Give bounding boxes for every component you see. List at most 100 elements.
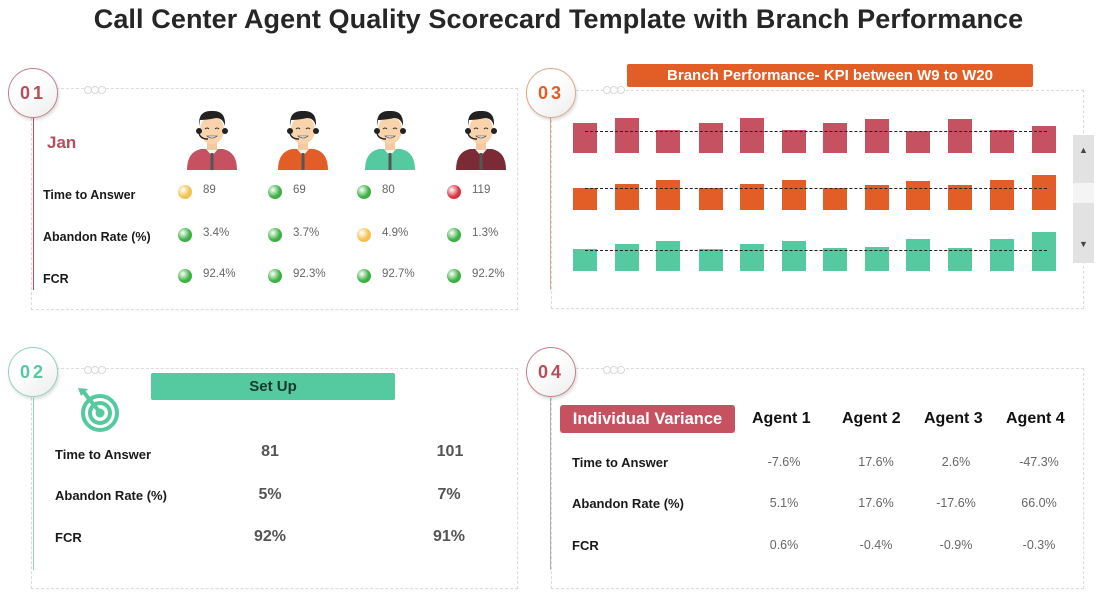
column-agent-3: Agent 3	[924, 410, 983, 427]
setup-value: 5%	[258, 486, 282, 503]
chart-bar	[823, 123, 847, 153]
status-dot-green	[178, 269, 192, 283]
metric-value: 92.2%	[472, 268, 505, 280]
chart-bar	[573, 188, 597, 210]
chart-bar	[615, 244, 639, 271]
metric-value: 80	[382, 184, 395, 196]
chart-bar	[1032, 175, 1056, 210]
p4-label-fcr: FCR	[572, 538, 599, 553]
variance-value: -47.3%	[1019, 455, 1059, 469]
status-dot-yellow	[357, 228, 371, 242]
page-title: Call Center Agent Quality Scorecard Temp…	[93, 4, 1024, 34]
chart-bar	[948, 185, 972, 210]
agent-green-icon	[361, 106, 419, 170]
panel3-connector-line	[550, 118, 551, 290]
branch-performance-title: Branch Performance- KPI between W9 to W2…	[627, 64, 1033, 87]
metric-value: 4.9%	[382, 227, 409, 239]
chart-bar	[656, 130, 680, 153]
metric-value: 92.4%	[203, 268, 236, 280]
status-dot-green	[178, 228, 192, 242]
status-dot-green	[357, 269, 371, 283]
p2-label-time-to-answer: Time to Answer	[55, 447, 152, 462]
variance-value: 2.6%	[941, 455, 971, 469]
chart-bar	[573, 249, 597, 271]
chart-bar	[699, 123, 723, 153]
variance-value: -0.9%	[939, 538, 973, 552]
agent-orange-icon	[274, 106, 332, 170]
variance-value: 66.0%	[1021, 496, 1057, 510]
p2-label-abandon-rate: Abandon Rate (%)	[55, 488, 167, 503]
chart-bar	[656, 180, 680, 210]
metric-value: 69	[293, 184, 306, 196]
chart-bar	[948, 248, 972, 271]
p4-label-time-to-answer: Time to Answer	[572, 455, 669, 470]
metric-value: 92.3%	[293, 268, 326, 280]
variance-value: 0.6%	[769, 538, 799, 552]
p1-label-fcr: FCR	[43, 272, 69, 286]
agent-maroon-icon	[452, 106, 510, 170]
chart-bar	[740, 118, 764, 153]
chart-bar	[1032, 232, 1056, 271]
metric-value: 3.7%	[293, 227, 320, 239]
metric-value: 92.7%	[382, 268, 415, 280]
chart-bar	[865, 247, 889, 271]
variance-value: 17.6%	[858, 496, 894, 510]
status-dot-red	[447, 185, 461, 199]
chart-scrollbar[interactable]: ▲ ▼	[1073, 135, 1094, 263]
panel2-number-badge: 02	[8, 347, 58, 397]
scroll-up-icon[interactable]: ▲	[1079, 145, 1088, 155]
setup-value: 7%	[437, 486, 461, 503]
chart-bar	[823, 248, 847, 271]
panel3-dots	[603, 86, 625, 94]
p1-label-abandon-rate: Abandon Rate (%)	[43, 230, 151, 244]
variance-value: 5.1%	[769, 496, 799, 510]
panel2-dots	[84, 366, 106, 374]
panel4-connector-line	[550, 398, 551, 570]
p2-label-fcr: FCR	[55, 530, 82, 545]
chart-bar	[699, 249, 723, 271]
panel4-dots	[603, 366, 625, 374]
chart-bar	[948, 119, 972, 153]
metric-value: 89	[203, 184, 216, 196]
scroll-thumb[interactable]	[1073, 183, 1094, 203]
p1-label-time-to-answer: Time to Answer	[43, 188, 136, 202]
variance-value: -0.3%	[1022, 538, 1056, 552]
chart-bar	[990, 239, 1014, 271]
agent-red-icon	[183, 106, 241, 170]
setup-value: 91%	[432, 528, 466, 545]
setup-value: 101	[436, 443, 464, 460]
metric-value: 1.3%	[472, 227, 499, 239]
panel2-connector-line	[33, 398, 34, 570]
panel-setup	[31, 368, 518, 589]
scroll-down-icon[interactable]: ▼	[1079, 239, 1088, 249]
chart-bar	[740, 244, 764, 271]
status-dot-green	[447, 269, 461, 283]
target-icon	[76, 386, 126, 432]
individual-variance-header: Individual Variance	[560, 405, 735, 433]
status-dot-green	[268, 185, 282, 199]
chart-bar	[615, 118, 639, 153]
target-line	[585, 131, 1047, 132]
variance-value: -17.6%	[936, 496, 976, 510]
month-label: Jan	[47, 133, 77, 152]
setup-header: Set Up	[151, 373, 395, 400]
status-dot-green	[268, 269, 282, 283]
status-dot-green	[268, 228, 282, 242]
variance-value: -0.4%	[859, 538, 893, 552]
panel1-connector-line	[33, 118, 34, 290]
target-line	[585, 250, 1047, 251]
chart-bar	[990, 180, 1014, 210]
chart-bar	[699, 188, 723, 210]
setup-value: 92%	[253, 528, 287, 545]
setup-value: 81	[261, 443, 279, 460]
chart-bar	[990, 130, 1014, 153]
p4-label-abandon-rate: Abandon Rate (%)	[572, 496, 684, 511]
metric-value: 3.4%	[203, 227, 230, 239]
variance-value: 17.6%	[858, 455, 894, 469]
status-dot-green	[357, 185, 371, 199]
status-dot-yellow	[178, 185, 192, 199]
column-agent-1: Agent 1	[752, 410, 811, 427]
chart-bar	[573, 123, 597, 153]
status-dot-green	[447, 228, 461, 242]
column-agent-2: Agent 2	[842, 410, 901, 427]
